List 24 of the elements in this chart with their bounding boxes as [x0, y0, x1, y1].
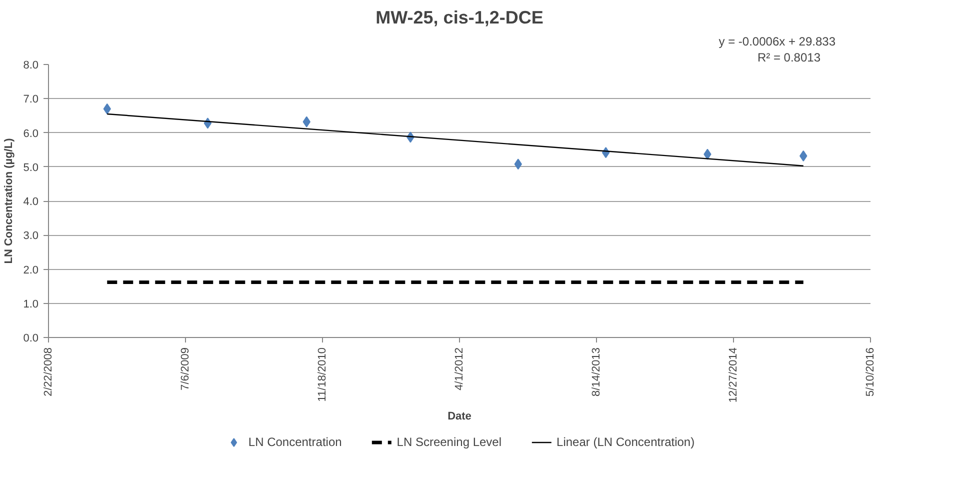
x-tick-label: 5/10/2016: [864, 348, 876, 396]
legend-label: Linear (LN Concentration): [556, 435, 695, 449]
y-tick-label: 2.0: [23, 264, 39, 276]
x-axis-title: Date: [448, 410, 472, 423]
legend-label: LN Concentration: [248, 435, 342, 449]
legend-label: LN Screening Level: [396, 435, 502, 449]
x-tick-label: 7/6/2009: [180, 347, 192, 390]
chart-title: MW-25, cis-1,2-DCE: [376, 8, 544, 28]
y-tick-label: 5.0: [23, 162, 39, 174]
y-tick-label: 6.0: [23, 128, 39, 140]
y-tick-label: 4.0: [23, 196, 39, 208]
annotation: R² = 0.8013: [757, 50, 821, 64]
y-tick-label: 8.0: [23, 60, 39, 72]
x-tick-label: 8/14/2013: [590, 348, 602, 396]
y-tick-label: 7.0: [23, 94, 39, 106]
x-tick-label: 11/18/2010: [316, 347, 328, 402]
y-tick-label: 1.0: [23, 298, 39, 310]
x-tick-label: 2/22/2008: [42, 348, 54, 396]
y-tick-label: 0.0: [23, 332, 39, 344]
y-tick-label: 3.0: [23, 230, 39, 242]
x-tick-label: 4/1/2012: [454, 347, 466, 390]
text: y = -0.0006x + 29.833: [718, 34, 836, 48]
x-tick-label: 12/27/2014: [728, 347, 740, 403]
y-axis-title: LN Concentration (µg/L): [3, 138, 16, 264]
